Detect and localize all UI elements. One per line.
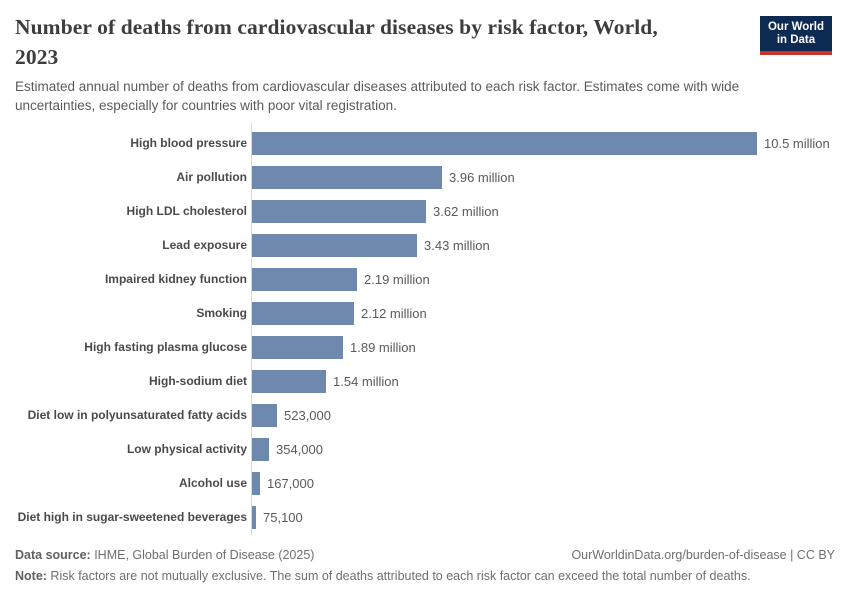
value-label: 1.89 million [350,339,416,355]
bar-area: 2.19 million [251,262,835,296]
y-axis-line [251,122,252,535]
bar[interactable] [252,301,354,325]
bar-area: 3.96 million [251,160,835,194]
owid-logo-line2: in Data [776,34,816,46]
category-label: Alcohol use [178,476,247,490]
bar[interactable] [252,369,326,393]
category-label: Air pollution [176,170,247,184]
value-label: 167,000 [267,475,314,491]
value-label: 3.62 million [433,203,499,219]
owid-logo[interactable]: Our World in Data [759,16,832,55]
value-label: 3.43 million [424,237,490,253]
data-source: Data source: IHME, Global Burden of Dise… [15,547,314,564]
data-source-label: Data source: [15,548,91,562]
data-source-text: IHME, Global Burden of Disease (2025) [90,548,315,562]
category-label: High LDL cholesterol [126,204,247,218]
value-label: 523,000 [284,407,331,423]
bar-area: 167,000 [251,466,835,500]
value-label: 3.96 million [449,169,515,185]
bar-row: Diet low in polyunsaturated fatty acids 5… [15,398,835,432]
bar-area: 2.12 million [251,296,835,330]
bar[interactable] [252,131,757,155]
bar[interactable] [252,335,343,359]
owid-logo-line1: Our World [767,21,824,33]
value-label: 75,100 [263,509,303,525]
category-label: Low physical activity [126,442,247,456]
bar-row: Air pollution 3.96 million [15,160,835,194]
category-label: Diet high in sugar-sweetened beverages [17,510,247,524]
bar-area: 3.43 million [251,228,835,262]
bar-area: 354,000 [251,432,835,466]
chart-subtitle: Estimated annual number of deaths from c… [15,79,740,113]
footer-note-text: Risk factors are not mutually exclusive.… [46,569,751,583]
bar-area: 1.89 million [251,330,835,364]
value-label: 2.19 million [364,271,430,287]
bar[interactable] [252,505,256,529]
bar-row: Low physical activity 354,000 [15,432,835,466]
value-label: 354,000 [276,441,323,457]
bar-row: Smoking 2.12 million [15,296,835,330]
value-label: 2.12 million [361,305,427,321]
bar[interactable] [252,471,260,495]
category-label: Smoking [196,306,247,320]
chart-footer: Data source: IHME, Global Burden of Dise… [15,547,835,585]
bar-row: Lead exposure 3.43 million [15,228,835,262]
bar[interactable] [252,403,277,427]
bar-rows: High blood pressure 10.5 million Air pollu… [15,126,835,534]
bar[interactable] [252,233,417,257]
category-label: Diet low in polyunsaturated fatty acids [27,408,247,422]
category-label: High fasting plasma glucose [84,340,247,354]
bar-row: High LDL cholesterol 3.62 million [15,194,835,228]
bar-row: Diet high in sugar-sweetened beverages 75… [15,500,835,534]
bar-row: High fasting plasma glucose 1.89 million [15,330,835,364]
value-label: 1.54 million [333,373,399,389]
bar-area: 1.54 million [251,364,835,398]
page-title-line1: Number of deaths from cardiovascular dis… [15,15,658,39]
bar-chart: High blood pressure 10.5 million Air pollu… [15,122,835,538]
category-label: Lead exposure [162,238,247,252]
bar-row: High blood pressure 10.5 million [15,126,835,160]
bar-area: 3.62 million [251,194,835,228]
category-label: High-sodium diet [149,374,247,388]
bar-row: High-sodium diet 1.54 million [15,364,835,398]
bar[interactable] [252,165,442,189]
bar-area: 75,100 [251,500,835,534]
bar-row: Alcohol use 167,000 [15,466,835,500]
value-label: 10.5 million [764,135,830,151]
bar[interactable] [252,267,357,291]
bar-area: 523,000 [251,398,835,432]
category-label: Impaired kidney function [104,272,247,286]
owid-link[interactable]: OurWorldinData.org/burden-of-disease | C… [571,548,835,562]
footer-note: Note: Risk factors are not mutually excl… [15,568,835,585]
bar-area: 10.5 million [251,126,835,160]
footer-note-label: Note: [15,569,47,583]
bar[interactable] [252,437,269,461]
page-title: Number of deaths from cardiovascular dis… [15,12,745,72]
bar[interactable] [252,199,426,223]
bar-row: Impaired kidney function 2.19 million [15,262,835,296]
category-label: High blood pressure [130,136,247,150]
page-title-line2: 2023 [15,45,59,69]
